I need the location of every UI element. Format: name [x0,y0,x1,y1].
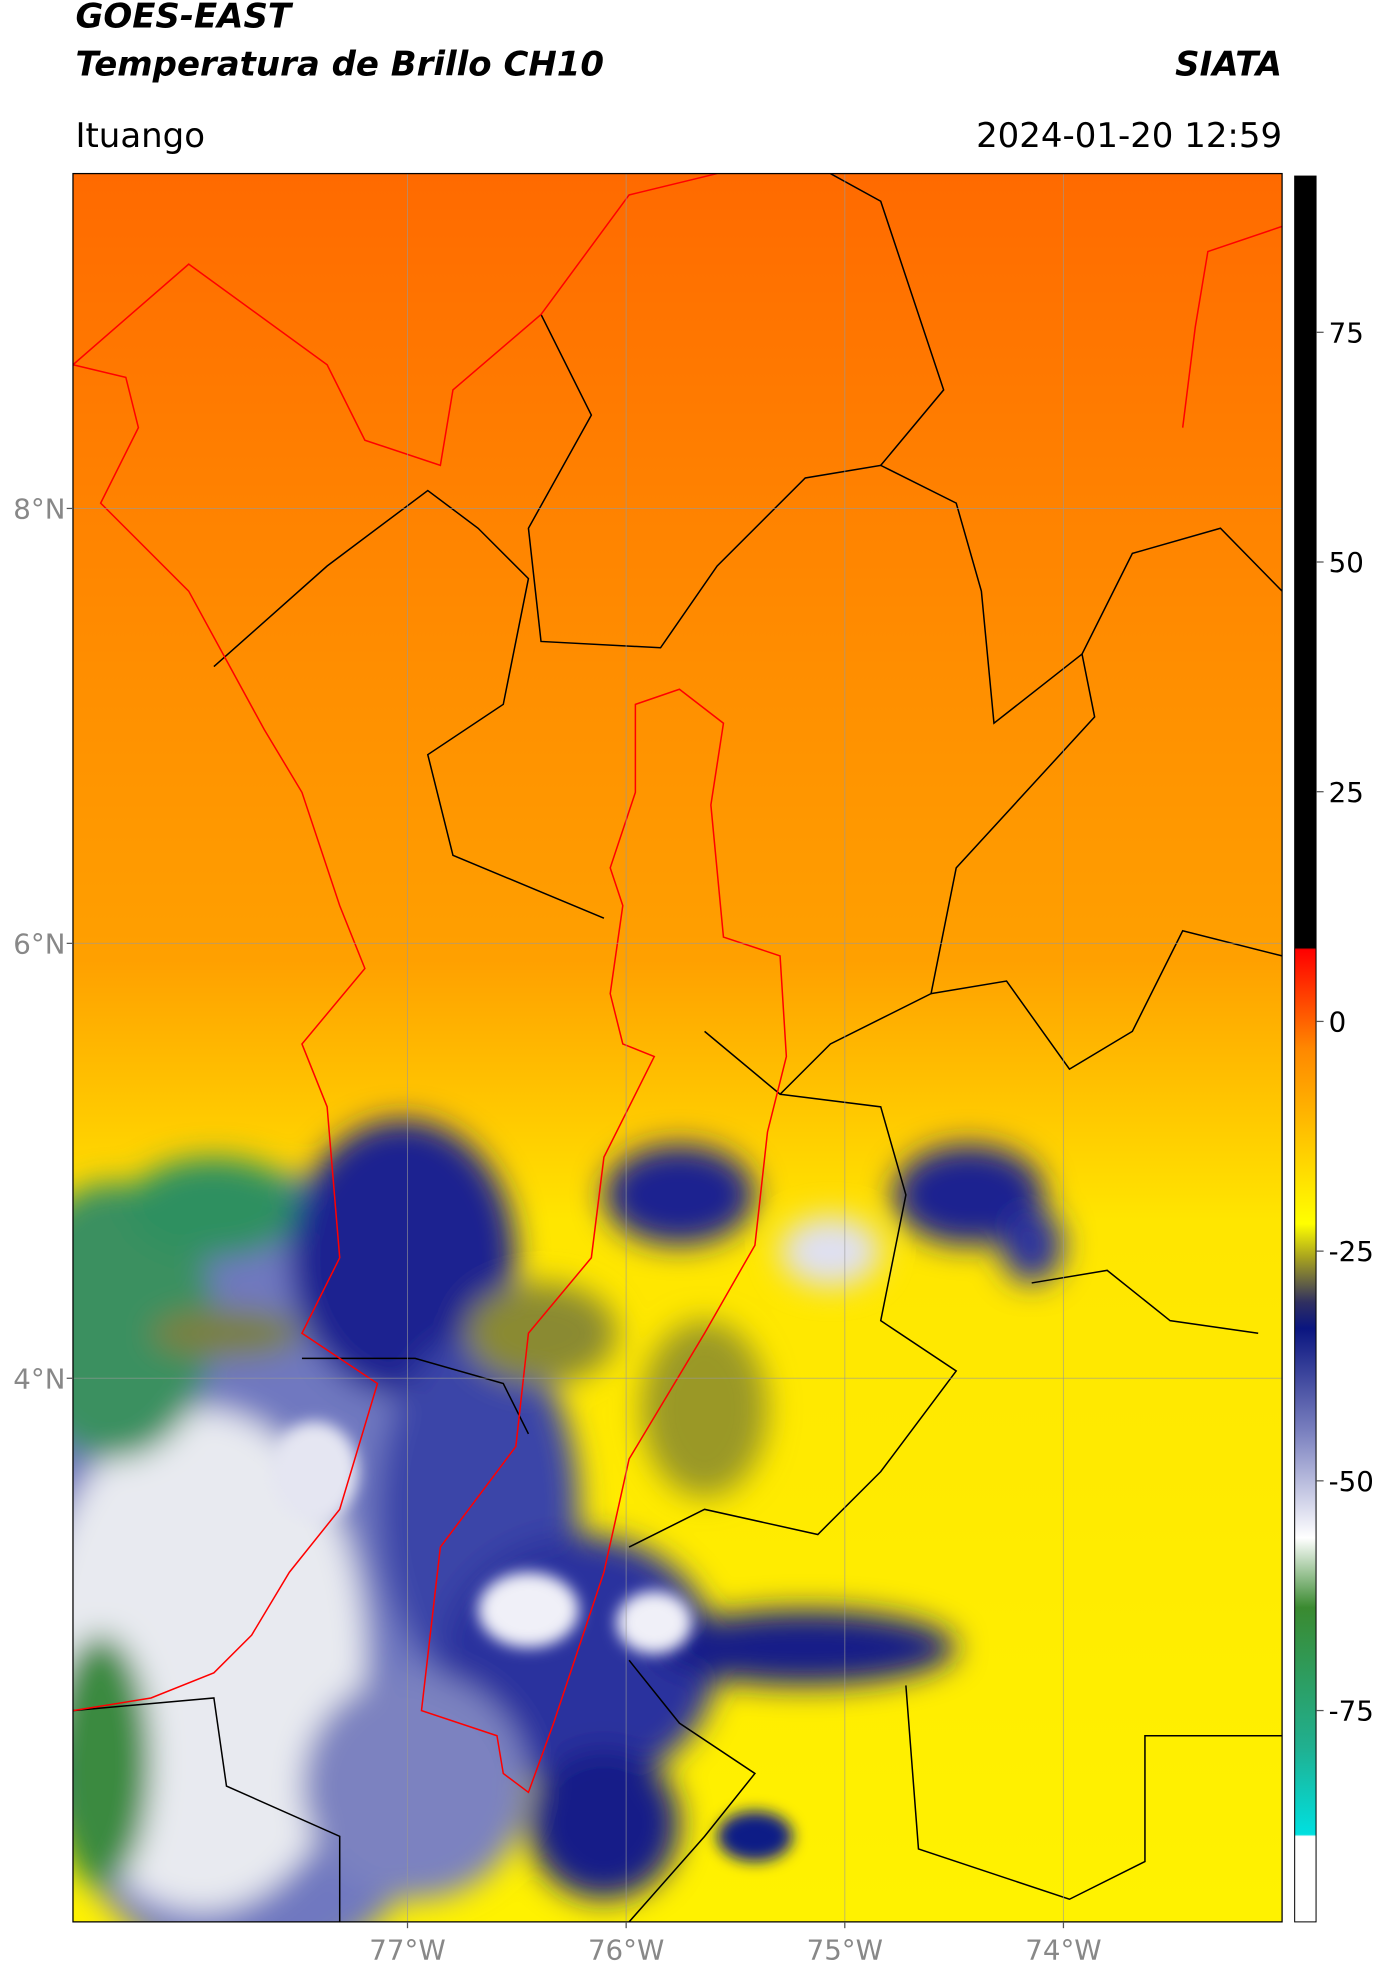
gridlines [72,173,1283,1922]
x-tick-label: 76°W [588,1934,664,1967]
x-tick-label: 74°W [1025,1934,1101,1967]
cloud-detail [270,1421,793,1862]
source: SIATA [1175,44,1282,84]
x-tick-label: 75°W [807,1934,883,1967]
axes: 77°W 76°W 75°W 74°W 8°N 6°N 4°N 75 50 25 0 -25 -50 -7… [13,316,1374,1966]
colorbar-tick-label: 0 [1329,1005,1347,1038]
colorbar [1294,175,1317,1923]
colorbar-tick-label: -25 [1329,1235,1374,1268]
cloud-field [72,1119,1064,1922]
map-field [72,173,1283,1922]
x-tick-label: 77°W [369,1934,445,1967]
colorbar-tick-label: -75 [1329,1695,1374,1728]
y-tick-label: 6°N [13,927,65,960]
subtitle: Temperatura de Brillo CH10 [75,44,604,84]
highlight-borders [72,173,1283,1794]
colorbar-tick-label: 75 [1329,316,1364,349]
title: GOES-EAST [75,0,293,37]
borders [72,173,1283,1922]
timestamp: 2024-01-20 12:59 [976,116,1282,156]
colorbar-tick-label: 25 [1329,776,1364,809]
y-tick-label: 8°N [13,493,65,526]
colorbar-tick-label: -50 [1329,1465,1374,1498]
location: Ituango [75,116,205,156]
map-frame [72,172,1283,1923]
y-tick-label: 4°N [13,1362,65,1395]
colorbar-tick-label: 50 [1329,546,1364,579]
